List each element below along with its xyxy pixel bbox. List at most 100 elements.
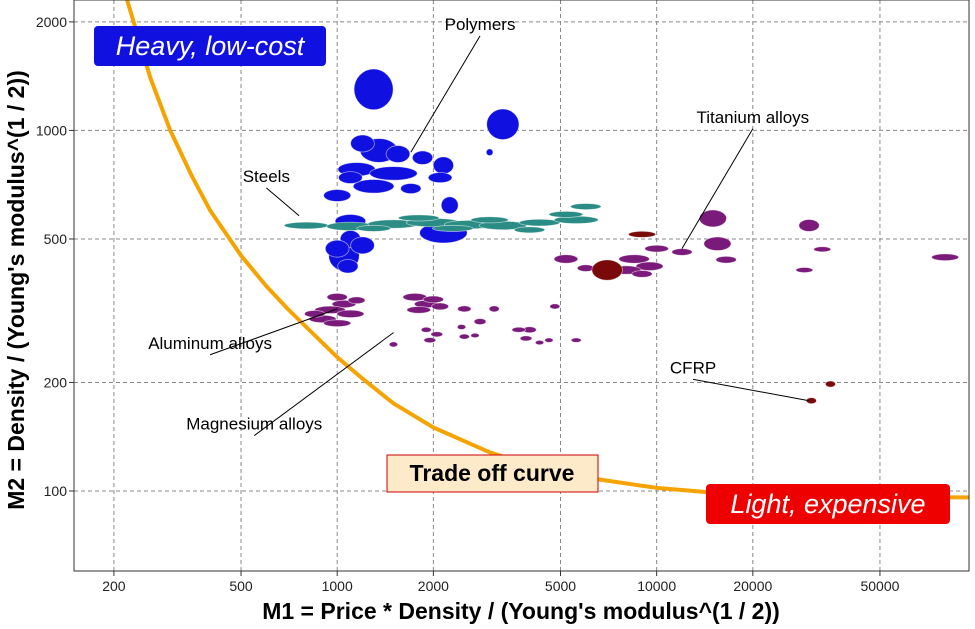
data-point: [488, 305, 500, 313]
data-point: [715, 255, 737, 264]
data-point: [570, 337, 582, 343]
data-point: [931, 253, 960, 262]
data-point: [369, 166, 418, 181]
heavy-low-cost-label: Heavy, low-cost: [116, 31, 306, 61]
data-point: [635, 261, 664, 271]
y-tick-label: 1000: [36, 122, 67, 138]
data-point: [397, 214, 440, 222]
data-point: [511, 326, 526, 333]
data-point: [628, 230, 657, 238]
data-point: [813, 246, 832, 253]
series-magnesium-alloys: [388, 303, 582, 348]
data-point: [534, 339, 545, 346]
data-point: [356, 224, 392, 232]
data-point: [336, 309, 365, 318]
annotation-leader: [266, 187, 300, 217]
data-point: [618, 254, 650, 264]
x-tick-label: 1000: [322, 578, 353, 594]
data-point: [824, 380, 836, 388]
x-tick-label: 10000: [637, 578, 676, 594]
series-cfrp: [591, 230, 836, 405]
data-point: [549, 303, 561, 310]
x-tick-label: 5000: [545, 578, 576, 594]
trade-off-curve-box: Trade off curve: [386, 454, 599, 493]
data-point: [457, 305, 472, 313]
data-point: [411, 150, 434, 165]
data-point: [470, 216, 509, 224]
data-point: [430, 331, 444, 338]
annotation-label: Aluminum alloys: [148, 334, 272, 353]
data-point: [406, 306, 432, 314]
data-point: [385, 145, 411, 163]
series-titanium-alloys: [553, 209, 960, 278]
data-point: [338, 171, 363, 184]
data-point: [485, 148, 494, 157]
data-point: [798, 219, 820, 232]
data-point: [350, 134, 375, 153]
data-point: [591, 259, 623, 281]
data-point: [353, 68, 394, 111]
annotation-leader: [253, 332, 394, 437]
data-point: [422, 295, 444, 304]
data-point: [544, 337, 554, 343]
data-point: [470, 332, 480, 339]
data-point: [283, 221, 329, 230]
series-aluminum-alloys: [304, 292, 537, 334]
annotation-leader: [410, 35, 481, 153]
data-point: [631, 270, 653, 278]
data-point: [456, 324, 467, 330]
data-point: [513, 226, 546, 234]
series-polymers: [323, 68, 520, 274]
data-point: [352, 179, 395, 194]
data-point: [486, 108, 520, 140]
x-axis-title: M1 = Price * Density / (Young's modulus^…: [262, 598, 780, 624]
x-tick-label: 2000: [418, 578, 449, 594]
data-point: [347, 296, 366, 305]
trade-off-curve-label: Trade off curve: [410, 460, 575, 486]
data-point: [432, 156, 455, 175]
annotation-polymers: Polymers: [410, 15, 515, 153]
plot-frame: [73, 0, 970, 572]
x-tick-label: 200: [102, 578, 126, 594]
annotation-titanium-alloys: Titanium alloys: [681, 108, 809, 249]
data-point: [671, 248, 693, 256]
annotation-magnesium-alloys: Magnesium alloys: [186, 332, 394, 437]
annotation-leader: [681, 128, 754, 249]
data-point: [473, 318, 487, 326]
axis-ticks: 200 500 1000 2000 5000 10000 20000 50000 100 200 5…: [36, 14, 900, 594]
data-point: [519, 335, 533, 342]
data-point: [570, 203, 602, 211]
trade-off-curve: [125, 0, 969, 500]
data-point: [644, 244, 669, 253]
data-point: [324, 239, 350, 258]
data-point: [304, 310, 326, 318]
data-point: [388, 341, 399, 348]
annotation-label: Steels: [243, 167, 290, 186]
x-tick-label: 500: [229, 578, 253, 594]
data-point: [323, 319, 352, 328]
x-tick-label: 20000: [733, 578, 772, 594]
data-point: [326, 292, 348, 302]
y-tick-label: 100: [44, 483, 68, 499]
data-point: [420, 326, 432, 333]
data-point: [323, 189, 352, 202]
data-point: [548, 210, 584, 218]
data-point: [703, 236, 732, 251]
heavy-low-cost-box: Heavy, low-cost: [94, 26, 326, 66]
annotation-leader: [209, 308, 338, 356]
data-point: [458, 333, 470, 340]
x-tick-label: 50000: [860, 578, 899, 594]
annotations: Polymers Titanium alloys Steels Aluminum al…: [148, 15, 810, 437]
annotation-leader: [692, 378, 810, 402]
data-point: [427, 172, 453, 184]
annotation-label: Titanium alloys: [696, 108, 809, 127]
data-point: [431, 302, 450, 311]
data-point: [795, 267, 814, 274]
y-tick-label: 500: [44, 231, 68, 247]
data-point: [423, 337, 437, 344]
trade-off-curve-layer: [125, 0, 969, 500]
series-steels: [283, 203, 602, 234]
y-axis-title: M2 = Density / (Young's modulus^(1 / 2)): [3, 70, 29, 510]
